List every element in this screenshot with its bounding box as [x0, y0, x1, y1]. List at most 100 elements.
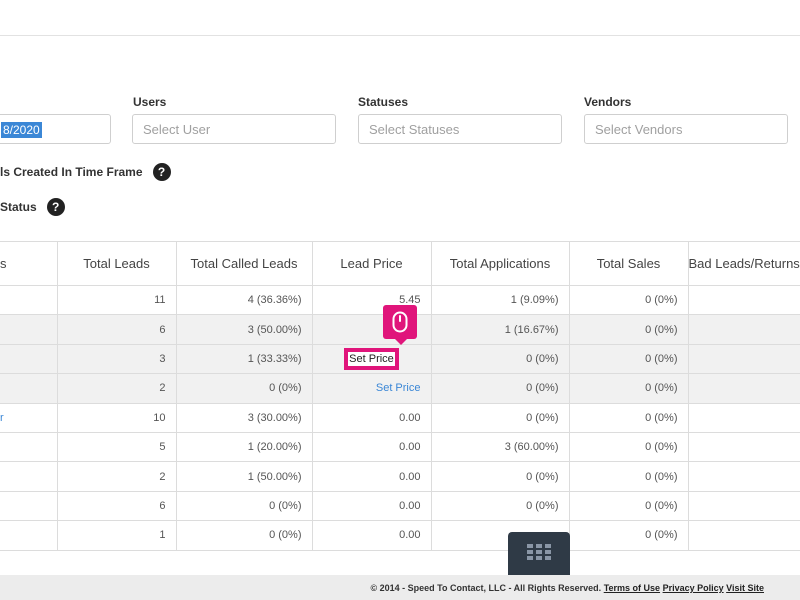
table-row: 11 4 (36.36%) 5.45 1 (9.09%) 0 (0%) [0, 285, 800, 316]
vendors-select[interactable]: Select Vendors [584, 114, 788, 144]
cell-total-sales: 0 (0%) [569, 285, 689, 316]
col-header-total-leads[interactable]: Total Leads [57, 241, 177, 286]
table-row: 3 1 (33.33%) Set Price 0 (0%) 0 (0%) [0, 344, 800, 375]
cell-bad-leads [688, 373, 800, 404]
cell-total-applications: 1 (9.09%) [431, 285, 570, 316]
cell-total-leads: 2 [57, 373, 177, 404]
cell-name[interactable] [0, 461, 58, 492]
col-header-total-called-leads[interactable]: Total Called Leads [176, 241, 313, 286]
cell-name[interactable] [0, 373, 58, 404]
cell-total-applications: 0 (0%) [431, 461, 570, 492]
cell-name[interactable] [0, 344, 58, 375]
users-select[interactable]: Select User [132, 114, 336, 144]
cell-total-applications: 0 (0%) [431, 491, 570, 522]
col-header-total-sales[interactable]: Total Sales [569, 241, 689, 286]
header-divider [0, 35, 800, 36]
cell-total-leads: 11 [57, 285, 177, 316]
col-header-total-applications[interactable]: Total Applications [431, 241, 570, 286]
cell-name[interactable] [0, 285, 58, 316]
created-in-timeframe-option: ls Created In Time Frame ? [0, 163, 171, 181]
cell-total-sales: 0 (0%) [569, 314, 689, 345]
help-icon[interactable]: ? [152, 163, 171, 181]
cell-total-called: 3 (50.00%) [176, 314, 313, 345]
privacy-policy-link[interactable]: Privacy Policy [662, 583, 724, 593]
cell-lead-price: 0.00 [312, 520, 432, 551]
cell-total-applications: 0 (0%) [431, 373, 570, 404]
created-in-timeframe-label: ls Created In Time Frame [0, 165, 143, 179]
cell-total-applications: 1 (16.67%) [431, 314, 570, 345]
cell-bad-leads [688, 403, 800, 433]
cell-total-applications: 0 (0%) [431, 344, 570, 375]
cell-bad-leads [688, 520, 800, 551]
cell-lead-price: Set Price [312, 373, 432, 404]
table-row: 6 3 (50.00%) 1 (16.67%) 0 (0%) [0, 314, 800, 345]
copyright-text: © 2014 - Speed To Contact, LLC - All Rig… [370, 583, 602, 593]
cell-name[interactable]: r [0, 403, 58, 433]
cell-total-sales: 0 (0%) [569, 432, 689, 463]
statuses-label: Statuses [358, 95, 409, 109]
cell-total-applications: 0 (0%) [431, 403, 570, 433]
users-placeholder: Select User [143, 122, 211, 137]
statuses-select[interactable]: Select Statuses [358, 114, 562, 144]
cell-bad-leads [688, 285, 800, 316]
date-range-input[interactable]: 8/2020 [0, 114, 111, 144]
col-header-lead-price[interactable]: Lead Price [312, 241, 432, 286]
help-icon[interactable]: ? [46, 198, 65, 216]
terms-of-use-link[interactable]: Terms of Use [603, 583, 661, 593]
cell-name[interactable] [0, 491, 58, 522]
cell-lead-price: 0.00 [312, 432, 432, 463]
cell-total-called: 1 (33.33%) [176, 344, 313, 375]
app-launcher-button[interactable] [508, 532, 570, 576]
cell-total-called: 1 (20.00%) [176, 432, 313, 463]
cell-lead-price: 0.00 [312, 461, 432, 492]
cell-total-leads: 5 [57, 432, 177, 463]
cell-bad-leads [688, 314, 800, 345]
cell-total-leads: 6 [57, 314, 177, 345]
cell-total-sales: 0 (0%) [569, 373, 689, 404]
vendors-placeholder: Select Vendors [595, 122, 683, 137]
cell-total-leads: 10 [57, 403, 177, 433]
cell-lead-price: 0.00 [312, 491, 432, 522]
vendors-label: Vendors [584, 95, 632, 109]
cell-total-called: 1 (50.00%) [176, 461, 313, 492]
cell-total-sales: 0 (0%) [569, 403, 689, 433]
cell-lead-price: Set Price [312, 344, 432, 375]
visit-site-link[interactable]: Visit Site [726, 583, 764, 593]
cell-name[interactable] [0, 314, 58, 345]
cell-total-sales: 0 (0%) [569, 520, 689, 551]
statuses-placeholder: Select Statuses [369, 122, 460, 137]
cell-total-leads: 3 [57, 344, 177, 375]
col-header-name[interactable]: s [0, 241, 58, 286]
cell-bad-leads [688, 461, 800, 492]
cell-total-called: 4 (36.36%) [176, 285, 313, 316]
table-row: 6 0 (0%) 0.00 0 (0%) 0 (0%) [0, 491, 800, 522]
users-label: Users [133, 95, 167, 109]
cell-total-called: 0 (0%) [176, 373, 313, 404]
cell-bad-leads [688, 491, 800, 522]
set-price-link[interactable]: Set Price [375, 382, 421, 395]
table-header-row: s Total Leads Total Called Leads Lead Pr… [0, 241, 800, 286]
table-row: 2 0 (0%) Set Price 0 (0%) 0 (0%) [0, 373, 800, 404]
col-header-bad-leads-returns[interactable]: Bad Leads/Returns [688, 241, 800, 286]
page-footer: © 2014 - Speed To Contact, LLC - All Rig… [0, 575, 800, 600]
set-price-link[interactable]: Set Price [344, 347, 399, 370]
cell-total-sales: 0 (0%) [569, 344, 689, 375]
table-row: 5 1 (20.00%) 0.00 3 (60.00%) 0 (0%) [0, 432, 800, 463]
cell-bad-leads [688, 344, 800, 375]
cell-total-leads: 1 [57, 520, 177, 551]
cell-total-leads: 2 [57, 461, 177, 492]
cell-total-applications: 3 (60.00%) [431, 432, 570, 463]
cell-lead-price: 0.00 [312, 403, 432, 433]
cell-name[interactable] [0, 520, 58, 551]
status-option: Status ? [0, 198, 65, 216]
cell-bad-leads [688, 432, 800, 463]
cell-name[interactable] [0, 432, 58, 463]
status-option-label: Status [0, 200, 37, 214]
mouse-icon [383, 305, 417, 345]
cell-total-sales: 0 (0%) [569, 461, 689, 492]
table-row: r 10 3 (30.00%) 0.00 0 (0%) 0 (0%) [0, 403, 800, 433]
cell-total-called: 3 (30.00%) [176, 403, 313, 433]
cell-total-called: 0 (0%) [176, 491, 313, 522]
cell-total-leads: 6 [57, 491, 177, 522]
cell-total-sales: 0 (0%) [569, 491, 689, 522]
